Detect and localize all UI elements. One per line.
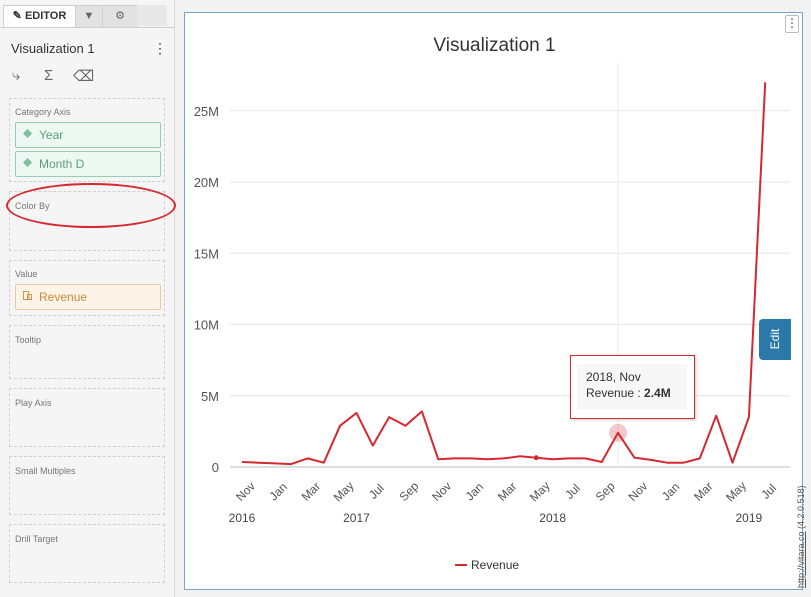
revenue-chip[interactable]: Revenue xyxy=(15,284,161,310)
revenue-chip-label: Revenue xyxy=(39,290,88,304)
x-tick-label: May xyxy=(331,479,357,505)
x-tick-label: Mar xyxy=(691,479,716,504)
year-chip-label: Year xyxy=(39,128,64,142)
chart-title: Visualization 1 xyxy=(433,35,556,56)
tooltip-section[interactable]: Tooltip xyxy=(9,325,165,379)
edit-button[interactable]: Edit xyxy=(759,319,791,360)
month-chip[interactable]: Month D xyxy=(15,151,161,177)
small-multiples-section[interactable]: Small Multiples xyxy=(9,456,165,515)
y-tick-label: 20M xyxy=(194,175,219,190)
tooltip-value-label: Revenue : xyxy=(586,386,645,400)
x-tick-label: Sep xyxy=(593,479,618,504)
x-tick-label: Jul xyxy=(758,481,779,502)
gear-icon: ⚙ xyxy=(115,10,125,22)
x-tick-label: Mar xyxy=(299,479,324,504)
edit-button-label: Edit xyxy=(768,328,782,350)
vitara-credit: http://vitara.co (4.2.0.518) xyxy=(796,485,806,588)
tooltip-value-line: Revenue : 2.4M xyxy=(586,386,671,400)
year-label: 2018 xyxy=(539,511,566,525)
x-tick-label: Jan xyxy=(659,480,683,504)
y-tick-label: 15M xyxy=(194,246,219,261)
y-tick-label: 10M xyxy=(194,318,219,333)
x-tick-label: Jan xyxy=(266,480,290,504)
tooltip-label: Tooltip xyxy=(15,335,42,345)
filter-icon: ▼ xyxy=(83,10,95,22)
tab-editor-label: EDITOR xyxy=(24,10,67,22)
year-label: 2017 xyxy=(343,511,370,525)
highlight-ellipse xyxy=(6,183,176,228)
year-label: 2019 xyxy=(735,511,762,525)
year-label: 2016 xyxy=(229,511,256,525)
visualization-name: Visualization 1 xyxy=(11,41,95,56)
measure-icon xyxy=(23,291,32,300)
x-tick-label: Nov xyxy=(429,479,454,504)
x-tick-label: May xyxy=(527,479,553,505)
vitara-link[interactable]: http://vitara.co xyxy=(796,531,806,588)
tooltip-body: 2018, Nov Revenue : 2.4M xyxy=(577,364,687,409)
x-tick-label: Jan xyxy=(463,480,487,504)
month-chip-label: Month D xyxy=(39,157,85,171)
chart-card: Visualization 1 xyxy=(184,12,803,590)
x-tick-label: Nov xyxy=(233,479,258,504)
play-axis-label: Play Axis xyxy=(15,398,52,408)
x-tick-label: Nov xyxy=(625,479,650,504)
category-axis-label: Category Axis xyxy=(15,107,71,117)
vitara-version: (4.2.0.518) xyxy=(796,485,806,529)
eraser-icon[interactable]: ⌫ xyxy=(73,68,95,85)
x-tick-label: Jul xyxy=(562,481,583,502)
tab-strip-fill xyxy=(137,5,167,26)
tooltip-category: 2018, Nov xyxy=(586,370,641,384)
chart-menu-icon[interactable]: ⋮ xyxy=(785,15,799,33)
chart-tooltip: 2018, Nov Revenue : 2.4M xyxy=(570,355,695,419)
category-axis-section: Category Axis Year Month D xyxy=(9,98,165,182)
pencil-icon: ✎ xyxy=(12,10,22,22)
x-tick-label: May xyxy=(723,479,749,505)
value-label: Value xyxy=(15,269,38,279)
value-section: Value Revenue xyxy=(9,260,165,316)
diamond-icon xyxy=(23,158,32,167)
tooltip-value: 2.4M xyxy=(644,386,671,400)
y-tick-label: 25M xyxy=(194,104,219,119)
legend-label: Revenue xyxy=(471,558,519,572)
drill-target-label: Drill Target xyxy=(15,534,58,544)
x-tick-label: Jul xyxy=(366,481,387,502)
data-marker xyxy=(533,455,539,461)
y-tick-label: 5M xyxy=(201,389,219,404)
hover-halo xyxy=(609,423,628,442)
diamond-icon xyxy=(23,129,32,138)
small-multiples-label: Small Multiples xyxy=(15,466,76,476)
year-chip[interactable]: Year xyxy=(15,122,161,148)
sigma-icon[interactable]: Σ xyxy=(44,67,54,84)
y-tick-label: 0 xyxy=(212,460,219,475)
play-axis-section[interactable]: Play Axis xyxy=(9,388,165,447)
tab-divider xyxy=(0,27,174,28)
x-tick-label: Sep xyxy=(397,479,422,504)
swap-axes-icon[interactable]: ⤷ xyxy=(12,67,21,84)
drill-target-section[interactable]: Drill Target xyxy=(9,524,165,583)
x-tick-label: Mar xyxy=(495,479,520,504)
